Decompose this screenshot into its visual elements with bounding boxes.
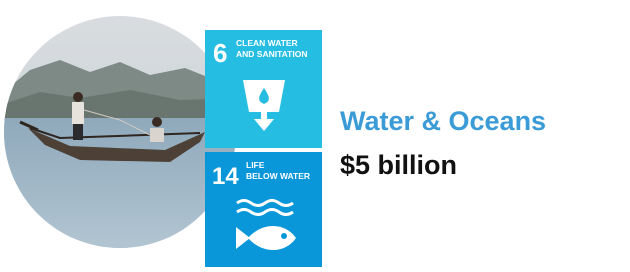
photo: [0, 10, 240, 267]
tile-label: BELOW WATER: [246, 171, 310, 181]
tile-number: 6: [213, 38, 227, 68]
amount: $5 billion: [340, 150, 457, 180]
page: 6 CLEAN WATER AND SANITATION 14 LIFE BEL…: [0, 0, 630, 267]
heading: Water & Oceans: [340, 106, 546, 136]
tile-number: 14: [212, 163, 239, 190]
infographic: 6 CLEAN WATER AND SANITATION 14 LIFE BEL…: [0, 0, 630, 267]
tile-label: LIFE: [246, 160, 265, 170]
tile-label: AND SANITATION: [236, 49, 307, 59]
tile-label: CLEAN WATER: [236, 38, 298, 48]
